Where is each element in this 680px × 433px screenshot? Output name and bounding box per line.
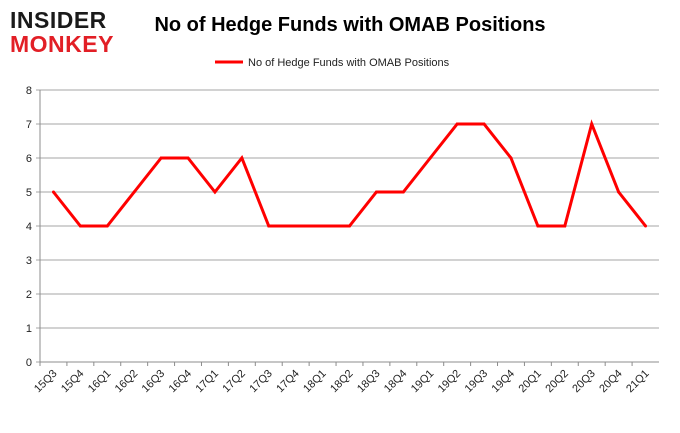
y-tick-label-0: 0 bbox=[26, 357, 32, 369]
data-point-18Q4 bbox=[401, 190, 405, 194]
insider-monkey-logo: INSIDER MONKEY bbox=[10, 8, 128, 58]
logo-line-2: MONKEY bbox=[10, 31, 114, 57]
data-point-17Q2 bbox=[240, 156, 244, 160]
series-line-0 bbox=[52, 119, 647, 228]
x-tick-label-19Q2: 19Q2 bbox=[436, 368, 464, 396]
x-tick-label-21Q1: 21Q1 bbox=[624, 368, 652, 396]
x-tick-label-17Q2: 17Q2 bbox=[220, 368, 248, 396]
y-tick-label-1: 1 bbox=[26, 323, 32, 335]
x-tick-label-17Q4: 17Q4 bbox=[274, 368, 302, 396]
x-tick-label-16Q1: 16Q1 bbox=[86, 368, 114, 396]
x-tick-label-20Q4: 20Q4 bbox=[597, 368, 625, 396]
y-tick-label-7: 7 bbox=[26, 119, 32, 131]
data-point-20Q1 bbox=[536, 224, 540, 228]
data-point-20Q3 bbox=[590, 122, 594, 126]
x-tick-label-18Q1: 18Q1 bbox=[301, 368, 329, 396]
data-point-15Q4 bbox=[78, 224, 82, 228]
data-point-18Q2 bbox=[348, 224, 351, 228]
x-tick-label-20Q3: 20Q3 bbox=[570, 368, 598, 396]
data-point-19Q3 bbox=[482, 122, 486, 126]
axes bbox=[39, 90, 659, 366]
x-tick-label-16Q3: 16Q3 bbox=[140, 368, 168, 396]
x-tick-label-19Q3: 19Q3 bbox=[463, 368, 491, 396]
data-point-18Q3 bbox=[374, 190, 378, 194]
y-tick-label-5: 5 bbox=[26, 187, 32, 199]
x-tick-label-15Q3: 15Q3 bbox=[32, 368, 60, 396]
x-tick-label-16Q2: 16Q2 bbox=[113, 368, 141, 396]
legend: No of Hedge Funds with OMAB Positions bbox=[215, 57, 450, 69]
x-tick-labels: 15Q3 15Q4 16Q1 16Q2 16Q3 16Q4 17Q1 17Q2 17Q3 17Q4… bbox=[32, 368, 652, 396]
y-tick-label-6: 6 bbox=[26, 153, 32, 165]
x-tick-label-20Q1: 20Q1 bbox=[516, 368, 544, 396]
data-point-20Q4 bbox=[617, 190, 621, 194]
data-point-16Q2 bbox=[132, 190, 136, 194]
x-tick-label-20Q2: 20Q2 bbox=[543, 368, 571, 396]
x-tick-label-17Q1: 17Q1 bbox=[194, 368, 222, 396]
y-tick-label-4: 4 bbox=[26, 221, 32, 233]
data-point-17Q4 bbox=[294, 224, 298, 228]
x-tick-label-18Q4: 18Q4 bbox=[382, 368, 410, 396]
y-tick-label-8: 8 bbox=[26, 85, 32, 97]
chart-title: No of Hedge Funds with OMAB Positions bbox=[154, 14, 546, 36]
legend-label: No of Hedge Funds with OMAB Positions bbox=[248, 57, 450, 69]
x-tick-label-16Q4: 16Q4 bbox=[167, 368, 195, 396]
x-tick-label-18Q3: 18Q3 bbox=[355, 368, 383, 396]
data-point-16Q3 bbox=[159, 156, 163, 160]
series bbox=[51, 119, 648, 228]
data-point-21Q1 bbox=[644, 224, 648, 228]
x-tick-label-18Q2: 18Q2 bbox=[328, 368, 356, 396]
data-point-19Q2 bbox=[455, 122, 459, 126]
data-point-15Q3 bbox=[51, 190, 55, 194]
y-tick-label-3: 3 bbox=[26, 255, 32, 267]
data-point-17Q1 bbox=[213, 190, 217, 194]
x-tick-label-15Q4: 15Q4 bbox=[59, 368, 87, 396]
data-point-17Q3 bbox=[267, 224, 271, 228]
y-tick-label-2: 2 bbox=[26, 289, 32, 301]
data-point-19Q1 bbox=[428, 156, 432, 160]
data-point-19Q4 bbox=[509, 156, 513, 160]
x-tick-label-19Q4: 19Q4 bbox=[490, 368, 518, 396]
x-tick-label-17Q3: 17Q3 bbox=[247, 368, 275, 396]
data-point-16Q4 bbox=[186, 156, 190, 160]
x-tick-label-19Q1: 19Q1 bbox=[409, 368, 437, 396]
data-point-20Q2 bbox=[563, 224, 567, 228]
y-tick-labels: 0 1 2 3 4 5 6 7 8 bbox=[26, 85, 32, 369]
logo-line-1: INSIDER bbox=[10, 7, 107, 33]
data-point-16Q1 bbox=[105, 224, 109, 228]
data-point-18Q1 bbox=[321, 224, 325, 228]
